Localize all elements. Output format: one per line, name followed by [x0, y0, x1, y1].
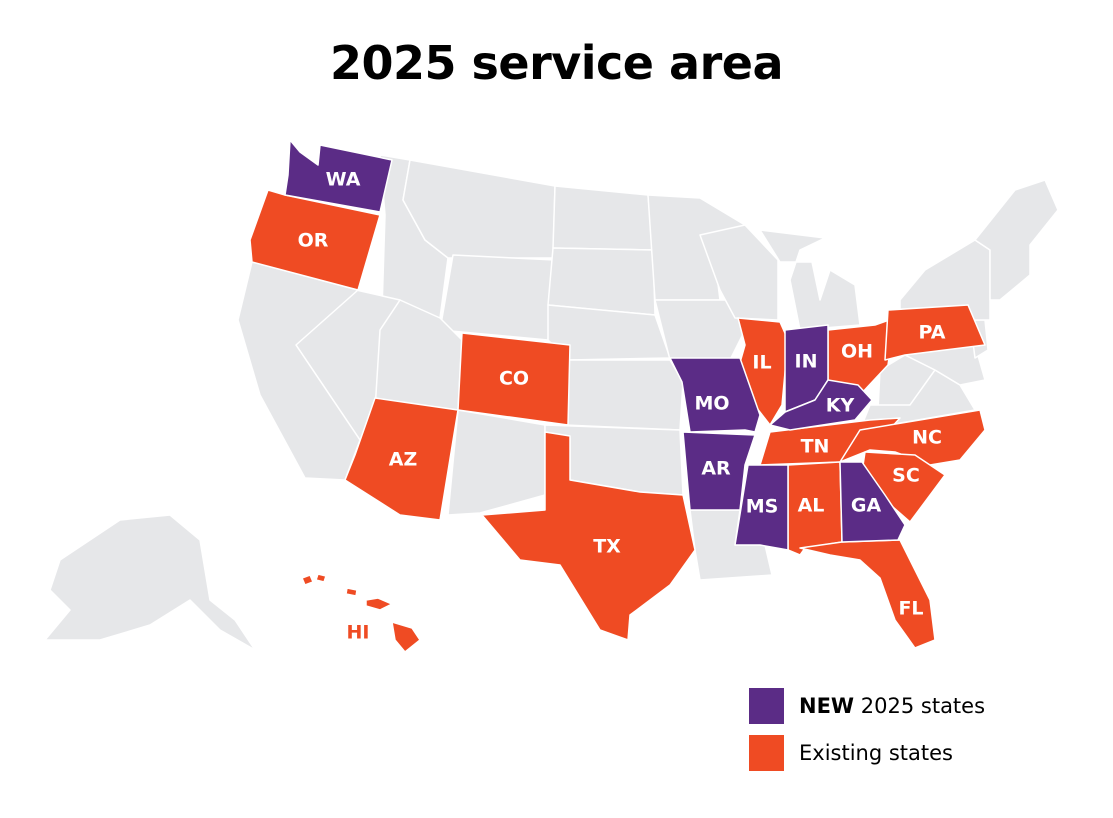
legend-label-existing: Existing states — [799, 741, 953, 765]
state-il — [734, 317, 789, 426]
label-co: CO — [499, 368, 529, 390]
legend-swatch-new — [749, 688, 784, 724]
state-wi — [699, 224, 779, 321]
label-in: IN — [795, 351, 818, 373]
legend-item-new: NEW 2025 states — [749, 688, 985, 724]
legend-swatch-existing — [749, 735, 784, 771]
state-hi-3 — [345, 587, 358, 597]
state-hi-1 — [301, 574, 314, 586]
state-pa — [884, 304, 986, 361]
state-ms — [734, 464, 789, 551]
label-ar: AR — [701, 458, 731, 480]
label-wa: WA — [326, 169, 361, 191]
other-states — [44, 154, 1059, 651]
label-az: AZ — [389, 449, 417, 471]
label-al: AL — [798, 495, 825, 517]
state-ga — [839, 461, 906, 543]
legend-new-rest: 2025 states — [854, 694, 986, 718]
state-fl — [799, 539, 936, 649]
state-sd — [547, 247, 656, 316]
state-ak — [44, 514, 256, 651]
label-ga: GA — [851, 495, 882, 517]
label-ky: KY — [826, 395, 855, 417]
state-mi — [759, 229, 861, 331]
new-states — [284, 139, 906, 551]
state-labels: WA OR CO AZ TX MO AR MS IL IN KY OH PA T… — [298, 169, 946, 644]
map-title: 2025 service area — [329, 36, 784, 90]
state-mo — [669, 357, 761, 433]
label-pa: PA — [919, 322, 946, 344]
label-tn: TN — [801, 436, 830, 458]
state-hi-4 — [365, 597, 393, 611]
state-new-england — [974, 179, 1059, 301]
existing-states — [249, 189, 986, 653]
state-ne — [547, 304, 671, 361]
label-hi: HI — [347, 622, 370, 644]
state-hi-2 — [315, 573, 327, 583]
legend-label-new: NEW 2025 states — [799, 694, 985, 718]
label-fl: FL — [898, 598, 923, 620]
state-hi-5 — [391, 621, 421, 653]
state-ia — [654, 299, 746, 361]
label-il: IL — [752, 352, 771, 374]
state-nd — [552, 185, 654, 251]
label-or: OR — [298, 230, 329, 252]
label-oh: OH — [841, 341, 873, 363]
legend-item-existing: Existing states — [749, 735, 953, 771]
legend-new-bold: NEW — [799, 694, 855, 718]
state-ky — [769, 379, 873, 431]
state-az — [344, 397, 459, 521]
state-nm — [447, 409, 546, 516]
state-co — [457, 332, 571, 426]
state-tx — [481, 431, 696, 641]
label-nc: NC — [912, 427, 942, 449]
label-sc: SC — [892, 465, 920, 487]
state-ar — [682, 431, 756, 511]
label-mo: MO — [694, 393, 729, 415]
state-ks — [564, 359, 684, 431]
label-tx: TX — [593, 536, 621, 558]
label-ms: MS — [746, 496, 779, 518]
state-wa — [284, 139, 393, 213]
state-wy — [439, 254, 556, 341]
